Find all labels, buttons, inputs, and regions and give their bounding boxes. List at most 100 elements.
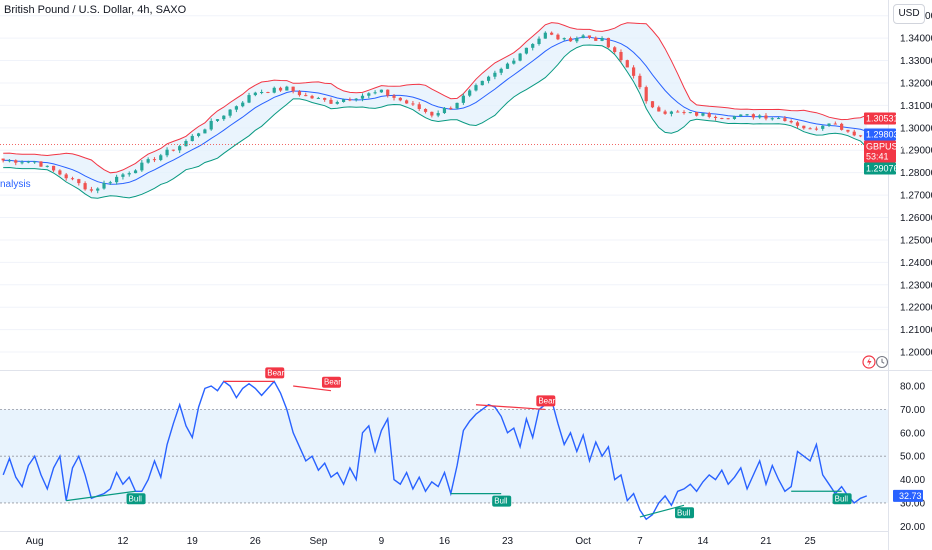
candle-body — [348, 99, 352, 101]
price-pane[interactable]: nalysis — [0, 15, 888, 353]
divergence-label-box — [321, 376, 341, 388]
analysis-note-text[interactable]: nalysis — [0, 179, 31, 190]
price-axis[interactable]: 1.350001.340001.330001.320001.310001.300… — [900, 11, 932, 358]
candle-body — [758, 115, 762, 118]
rsi-tick-label: 80.00 — [900, 382, 925, 393]
candle-body — [669, 111, 674, 114]
candle-body — [222, 115, 226, 120]
candle-body — [581, 35, 585, 39]
currency-button[interactable]: USD — [893, 4, 925, 24]
candle-body — [821, 125, 825, 129]
price-tag: 1.30531 — [864, 112, 899, 125]
rsi-tick-label: 60.00 — [900, 428, 925, 439]
rsi-tick-label: 30.00 — [900, 498, 925, 509]
price-tag: 1.29076 — [864, 162, 899, 175]
price-tag: GBPUSD — [864, 140, 905, 153]
lightning-icon[interactable] — [862, 355, 876, 369]
candle-body — [178, 146, 182, 151]
divergence-label-box — [675, 507, 695, 519]
price-tag-label: GBPUSD — [866, 142, 905, 152]
time-tick-label: Oct — [575, 536, 591, 547]
rsi-divergences: Bull Bear Bear Bull Bear Bull Bull — [66, 367, 852, 519]
divergence-label: Bear — [538, 396, 555, 405]
rsi-pane[interactable]: Bull Bear Bear Bull Bear Bull Bull — [0, 367, 888, 521]
candle-body — [852, 131, 856, 136]
candle-body — [26, 161, 30, 163]
price-tag: 53:41 — [864, 150, 896, 163]
price-tick-label: 1.25000 — [900, 235, 932, 246]
candle-body — [543, 32, 547, 39]
candle-body — [789, 120, 793, 123]
candle-body — [606, 37, 610, 48]
candle-body — [751, 114, 755, 118]
candle-body — [430, 111, 434, 116]
candle-body — [556, 34, 560, 40]
candle-body — [518, 53, 522, 61]
candle-body — [512, 60, 516, 64]
candle-body — [499, 68, 503, 73]
candle-body — [253, 92, 257, 96]
rsi-axis[interactable]: 80.00 70.00 60.00 50.00 40.00 30.00 20.00 32.73 — [893, 382, 925, 533]
candle-body — [64, 174, 68, 179]
candle-body — [127, 173, 131, 175]
candle-body — [562, 38, 566, 40]
candle-body — [814, 128, 819, 130]
candle-body — [442, 107, 447, 114]
candle-body — [58, 170, 62, 175]
candle-body — [392, 95, 396, 98]
candle-body — [474, 85, 478, 91]
candle-body — [795, 122, 800, 126]
candle-body — [152, 159, 157, 161]
time-axis[interactable]: Aug 12 19 26 Sep 9 16 23 Oct 7 14 21 25 — [26, 536, 816, 547]
candle-body — [594, 37, 598, 41]
candle-body — [184, 141, 188, 147]
candle-body — [159, 155, 163, 160]
price-tag-box — [864, 140, 896, 153]
candle-body — [802, 125, 806, 129]
candle-body — [146, 159, 150, 163]
candle-body — [638, 75, 642, 88]
candle-body — [171, 149, 175, 151]
candle-body — [360, 95, 365, 99]
candle-body — [247, 95, 251, 103]
candle-body — [45, 165, 49, 167]
divergence-label: Bull — [494, 497, 508, 506]
candle-body — [102, 183, 106, 189]
candle-body — [70, 178, 75, 180]
price-tick-label: 1.31000 — [900, 101, 932, 112]
price-tick-label: 1.32000 — [900, 78, 932, 89]
candle-body — [739, 114, 743, 117]
candle-body — [228, 109, 232, 116]
candle-body — [297, 91, 302, 96]
price-tick-label: 1.30000 — [900, 123, 932, 134]
candle-body — [631, 67, 636, 76]
candle-body — [524, 47, 529, 54]
candle-body — [657, 107, 661, 112]
chart-title: British Pound / U.S. Dollar, 4h, SAXO — [4, 4, 187, 16]
candle-body — [455, 102, 459, 109]
divergence-label-box — [492, 495, 512, 507]
candle-body — [272, 87, 276, 93]
time-tick-label: 9 — [379, 536, 385, 547]
candle-body — [215, 119, 220, 121]
divergence-label: Bull — [677, 508, 691, 517]
rsi-tick-label: 40.00 — [900, 475, 925, 486]
candle-body — [1, 158, 5, 161]
candle-body — [83, 183, 87, 190]
candlestick-series[interactable] — [1, 31, 869, 194]
divergence-label: Bear — [267, 368, 284, 377]
candle-body — [423, 109, 428, 112]
divergence-signal: Bull — [492, 495, 512, 507]
candle-body — [840, 123, 844, 130]
clock-icon[interactable] — [875, 355, 889, 369]
candle-body — [405, 100, 409, 104]
candle-body — [808, 128, 812, 130]
candle-body — [550, 32, 554, 35]
candle-body — [14, 160, 18, 163]
candle-body — [20, 162, 24, 164]
candle-body — [575, 38, 579, 42]
candle-body — [203, 129, 207, 134]
time-tick-label: 14 — [697, 536, 709, 547]
candle-body — [310, 95, 314, 99]
